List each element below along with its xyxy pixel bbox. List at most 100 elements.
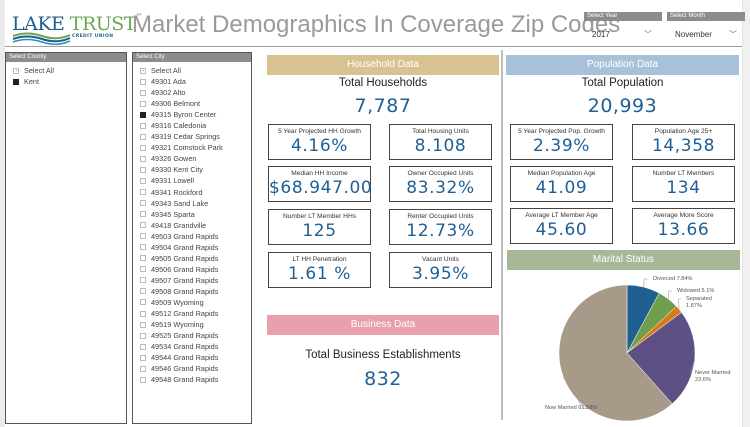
pie-slice-separated[interactable]	[626, 305, 682, 354]
city-item[interactable]: 49525 Grand Rapids	[133, 330, 251, 341]
city-item[interactable]: 49301 Ada	[133, 76, 251, 87]
city-item[interactable]: 49548 Grand Rapids	[133, 374, 251, 385]
checkbox-icon[interactable]	[140, 100, 146, 107]
checkbox-icon[interactable]	[140, 155, 146, 162]
city-item-label: 49345 Sparta	[151, 209, 195, 219]
city-item[interactable]: 49508 Grand Rapids	[133, 286, 251, 297]
city-item-label: Select All	[151, 66, 182, 75]
city-item[interactable]: 49326 Gowen	[133, 153, 251, 164]
checkbox-icon[interactable]	[140, 354, 146, 361]
checkbox-checked-icon[interactable]	[13, 78, 19, 85]
city-item[interactable]: 49418 Grandville	[133, 220, 251, 231]
checkbox-icon[interactable]	[140, 288, 146, 295]
kpi-label: Vacant Units	[422, 256, 459, 263]
city-item[interactable]: 49321 Comstock Park	[133, 142, 251, 153]
pie-slice-never-married[interactable]	[626, 312, 696, 405]
checkbox-icon[interactable]	[140, 133, 146, 140]
pie-slice-divorced[interactable]	[626, 284, 660, 354]
county-item-kent[interactable]: Kent	[6, 76, 126, 87]
population-kpi-card: Average More Score 13.66	[632, 208, 735, 244]
total-population-value: 20,993	[587, 95, 658, 117]
total-business-value: 832	[364, 368, 402, 390]
checkbox-icon[interactable]	[140, 255, 146, 262]
county-item-select-all[interactable]: Select All	[6, 65, 126, 76]
city-item[interactable]: 49306 Belmont	[133, 98, 251, 109]
city-item[interactable]: 49546 Grand Rapids	[133, 363, 251, 374]
total-households-value: 7,787	[354, 95, 412, 117]
city-item-label: 49301 Ada	[151, 77, 186, 87]
checkbox-icon[interactable]	[140, 89, 146, 96]
checkbox-icon[interactable]	[140, 310, 146, 317]
city-item[interactable]: 49519 Wyoming	[133, 319, 251, 330]
checkbox-icon[interactable]	[140, 321, 146, 328]
pie-leader-line	[563, 377, 602, 409]
city-item-select-all[interactable]: Select All	[133, 65, 251, 76]
checkbox-icon[interactable]	[140, 211, 146, 218]
checkbox-partial-icon[interactable]	[140, 67, 146, 74]
kpi-label: Median Population Age	[527, 170, 596, 177]
city-item[interactable]: 49504 Grand Rapids	[133, 242, 251, 253]
pie-slice-widowed[interactable]	[626, 292, 677, 354]
city-item[interactable]: 49330 Kent City	[133, 164, 251, 175]
checkbox-icon[interactable]	[140, 144, 146, 151]
city-item[interactable]: 49503 Grand Rapids	[133, 231, 251, 242]
kpi-label: Owner Occupied Units	[407, 170, 474, 177]
city-item[interactable]: 49544 Grand Rapids	[133, 352, 251, 363]
city-item[interactable]: 49331 Lowell	[133, 175, 251, 186]
month-dropdown[interactable]: November ﹀	[672, 26, 741, 43]
kpi-value: 14,358	[651, 136, 716, 156]
checkbox-icon[interactable]	[140, 200, 146, 207]
pie-label-percent: 1.87%	[686, 303, 702, 309]
total-households-label: Total Households	[338, 77, 428, 89]
checkbox-checked-icon[interactable]	[140, 111, 146, 118]
checkbox-icon[interactable]	[140, 177, 146, 184]
kpi-value: 45.60	[535, 220, 588, 240]
checkbox-icon[interactable]	[140, 332, 146, 339]
chevron-down-icon: ﹀	[644, 30, 652, 39]
city-item[interactable]: 49316 Caledonia	[133, 120, 251, 131]
city-item[interactable]: 49507 Grand Rapids	[133, 275, 251, 286]
month-filter-label: Select Month	[667, 12, 745, 21]
checkbox-icon[interactable]	[140, 376, 146, 383]
checkbox-icon[interactable]	[140, 365, 146, 372]
city-item[interactable]: 49512 Grand Rapids	[133, 308, 251, 319]
city-item[interactable]: 49505 Grand Rapids	[133, 253, 251, 264]
checkbox-icon[interactable]	[140, 244, 146, 251]
checkbox-icon[interactable]	[140, 166, 146, 173]
city-item[interactable]: 49506 Grand Rapids	[133, 264, 251, 275]
checkbox-icon[interactable]	[140, 343, 146, 350]
household-data-header: Household Data	[267, 55, 499, 75]
vertical-scrollbar[interactable]	[742, 0, 750, 427]
city-list: Select All 49301 Ada 49302 Alto 49306 Belmo…	[133, 62, 251, 385]
household-kpi-card: LT HH Penetration 1.61 %	[268, 252, 371, 288]
kpi-label: Population Age 25+	[654, 128, 713, 135]
city-item-label: 49548 Grand Rapids	[151, 375, 219, 385]
population-kpi-card: Average LT Member Age 45.60	[510, 208, 613, 244]
checkbox-icon[interactable]	[140, 122, 146, 129]
city-item[interactable]: 49345 Sparta	[133, 209, 251, 220]
city-item[interactable]: 49319 Cedar Springs	[133, 131, 251, 142]
pie-label-category: Never Married	[695, 370, 731, 376]
city-item-label: 49341 Rockford	[151, 187, 203, 197]
county-list: Select All Kent	[6, 62, 126, 87]
city-item[interactable]: 49341 Rockford	[133, 187, 251, 198]
city-item[interactable]: 49315 Byron Center	[133, 109, 251, 120]
kpi-value: 13.66	[657, 220, 710, 240]
checkbox-icon[interactable]	[140, 222, 146, 229]
checkbox-partial-icon[interactable]	[13, 67, 19, 74]
city-item[interactable]: 49302 Alto	[133, 87, 251, 98]
city-item-label: 49306 Belmont	[151, 99, 201, 109]
total-population-label: Total Population	[581, 77, 664, 89]
city-item[interactable]: 49534 Grand Rapids	[133, 341, 251, 352]
year-dropdown[interactable]: 2017 ﹀	[589, 26, 656, 43]
checkbox-icon[interactable]	[140, 277, 146, 284]
checkbox-icon[interactable]	[140, 299, 146, 306]
city-item[interactable]: 49509 Wyoming	[133, 297, 251, 308]
checkbox-icon[interactable]	[140, 266, 146, 273]
pie-slice-now-married[interactable]	[558, 284, 673, 422]
household-kpi-card: Total Housing Units 8.108	[389, 124, 492, 160]
city-item[interactable]: 49343 Sand Lake	[133, 198, 251, 209]
checkbox-icon[interactable]	[140, 233, 146, 240]
checkbox-icon[interactable]	[140, 189, 146, 196]
checkbox-icon[interactable]	[140, 78, 146, 85]
